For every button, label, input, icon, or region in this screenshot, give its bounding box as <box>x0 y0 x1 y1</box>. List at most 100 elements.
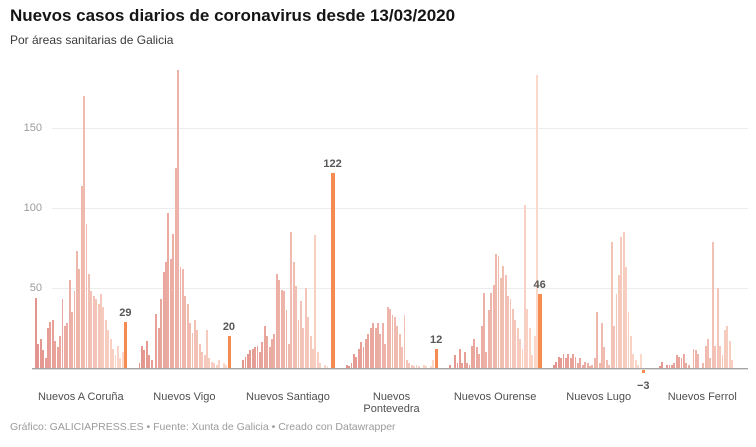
bar <box>348 366 351 368</box>
highlight-bar <box>434 348 439 368</box>
bar <box>42 350 45 368</box>
bar <box>88 273 90 368</box>
bar <box>218 360 220 368</box>
bar <box>372 323 375 368</box>
bar <box>707 339 709 368</box>
bar <box>454 355 456 368</box>
bar <box>302 328 305 368</box>
bar <box>181 268 184 368</box>
value-label: 29 <box>119 306 132 319</box>
bar <box>143 350 146 368</box>
highlight-bar <box>124 321 128 368</box>
bar <box>215 364 218 368</box>
bar <box>184 296 187 368</box>
bar <box>497 256 500 368</box>
bar <box>398 334 401 368</box>
gridline-100 <box>52 208 748 209</box>
bar <box>287 344 290 368</box>
bar <box>299 300 302 368</box>
category-label-lugo: Nuevos Lugo <box>566 391 632 403</box>
bar <box>389 308 391 368</box>
highlight-bar <box>227 336 231 368</box>
bar <box>61 299 64 368</box>
bar <box>692 348 695 368</box>
bar <box>627 312 630 368</box>
bar <box>678 356 681 368</box>
bar <box>680 358 683 368</box>
bar <box>355 356 358 368</box>
bar <box>507 296 510 368</box>
bar <box>275 273 278 368</box>
bar <box>593 358 596 368</box>
bar <box>658 366 661 368</box>
category-label-a-coruna: Nuevos A Coruña <box>37 391 124 403</box>
bar <box>516 328 519 368</box>
highlight-bar <box>642 368 646 373</box>
bar <box>261 342 264 368</box>
bar <box>682 353 685 368</box>
bar <box>485 352 488 368</box>
bar <box>625 267 628 368</box>
bar <box>68 280 71 368</box>
bar <box>695 350 697 368</box>
bar <box>603 347 606 368</box>
x-axis-line <box>32 368 748 369</box>
category-label-ferrol: Nuevos Ferrol <box>667 391 737 403</box>
bar <box>617 275 620 368</box>
gridline-50 <box>52 288 748 289</box>
bar <box>430 366 432 368</box>
bar-group: 46 <box>449 68 546 368</box>
bar <box>403 315 406 368</box>
bar <box>666 364 668 368</box>
bar <box>562 353 565 368</box>
bar <box>598 363 601 368</box>
bar <box>702 363 705 368</box>
bar <box>574 356 577 368</box>
bar <box>719 345 721 368</box>
bar <box>39 339 42 368</box>
bar <box>297 320 300 368</box>
bar <box>637 364 640 368</box>
bar <box>483 292 485 368</box>
bar <box>458 348 461 368</box>
bar <box>591 364 594 368</box>
bar <box>456 363 459 368</box>
bar <box>102 307 105 368</box>
bar <box>401 347 404 368</box>
bar <box>51 320 54 368</box>
bar <box>271 339 273 368</box>
bar <box>174 168 177 368</box>
bar <box>177 70 179 368</box>
bar <box>78 268 81 368</box>
bar <box>83 96 86 368</box>
bar <box>92 296 95 368</box>
bar <box>307 316 310 368</box>
bar <box>196 329 199 368</box>
bar <box>579 358 582 368</box>
bar <box>295 286 298 368</box>
bar <box>206 329 208 368</box>
bar <box>167 212 170 368</box>
bar <box>97 304 100 368</box>
bar <box>673 363 676 368</box>
bar <box>309 336 312 368</box>
bar <box>350 363 353 368</box>
value-label: 12 <box>429 333 443 346</box>
bar <box>244 356 247 368</box>
bar <box>362 347 365 368</box>
chart-title: Nuevos casos diarios de coronavirus desd… <box>10 6 456 25</box>
y-axis-tick-50: 50 <box>29 282 42 294</box>
bar <box>716 288 719 368</box>
bar <box>37 344 40 368</box>
bar <box>155 313 158 368</box>
value-label: 122 <box>323 157 342 170</box>
bar <box>557 356 560 368</box>
bar <box>726 326 729 368</box>
category-label-vigo: Nuevos Vigo <box>153 391 216 403</box>
bar <box>393 316 396 368</box>
bar <box>145 340 148 368</box>
y-axis-tick-100: 100 <box>23 202 42 214</box>
bar <box>723 329 726 368</box>
bar <box>324 364 326 368</box>
bar <box>381 323 384 368</box>
